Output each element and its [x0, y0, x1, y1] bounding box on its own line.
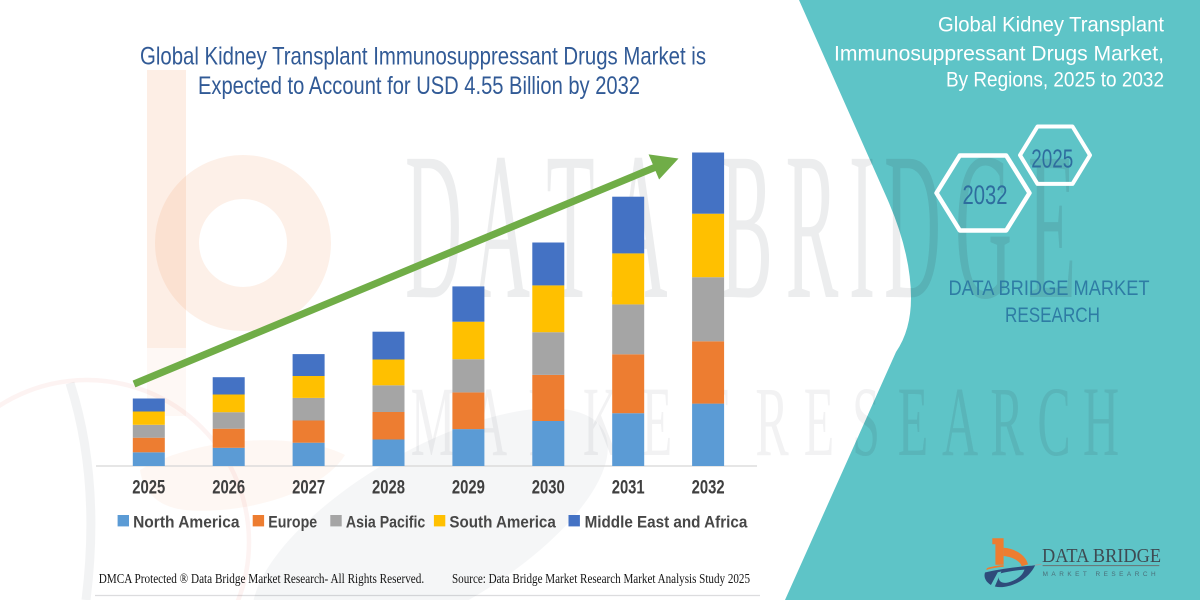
svg-text:2030: 2030: [532, 478, 565, 499]
svg-text:E: E: [1028, 110, 1076, 343]
svg-text:E: E: [804, 368, 835, 478]
svg-text:2029: 2029: [452, 478, 485, 499]
svg-text:Global Kidney Transplant Immun: Global Kidney Transplant Immunosuppressa…: [140, 43, 706, 71]
svg-text:R: R: [990, 368, 1024, 478]
svg-text:A: A: [942, 368, 978, 478]
svg-text:2025: 2025: [1031, 144, 1073, 174]
svg-text:2032: 2032: [692, 478, 725, 499]
svg-text:Global Kidney Transplant: Global Kidney Transplant: [938, 14, 1164, 37]
svg-text:C: C: [1037, 368, 1070, 478]
svg-text:R: R: [786, 110, 839, 343]
svg-text:By Regions, 2025 to 2032: By Regions, 2025 to 2032: [946, 69, 1164, 92]
svg-text:Immunosuppressant Drugs Market: Immunosuppressant Drugs Market,: [834, 43, 1164, 66]
svg-text:South America: South America: [449, 512, 556, 531]
svg-text:M: M: [411, 368, 455, 478]
svg-text:2031: 2031: [612, 478, 645, 499]
svg-text:Europe: Europe: [268, 512, 317, 531]
svg-text:E: E: [642, 368, 673, 478]
svg-text:A: A: [942, 368, 978, 478]
svg-text:2025: 2025: [132, 478, 165, 499]
svg-text:2032: 2032: [963, 180, 1008, 210]
svg-text:H: H: [1083, 368, 1119, 478]
svg-text:R: R: [755, 368, 789, 478]
svg-text:2026: 2026: [212, 478, 245, 499]
svg-text:E: E: [898, 368, 929, 478]
svg-text:C: C: [1037, 368, 1070, 478]
svg-text:H: H: [1083, 368, 1119, 478]
svg-text:RESEARCH: RESEARCH: [1005, 304, 1100, 327]
svg-text:2028: 2028: [372, 478, 405, 499]
svg-text:R: R: [990, 368, 1024, 478]
svg-text:Source: Data Bridge Market Res: Source: Data Bridge Market Research Mark…: [452, 571, 750, 586]
svg-text:DATA BRIDGE: DATA BRIDGE: [1042, 545, 1161, 567]
svg-text:Middle East and Africa: Middle East and Africa: [585, 512, 748, 531]
svg-text:MARKET RESEARCH: MARKET RESEARCH: [1043, 571, 1156, 578]
svg-text:D: D: [884, 110, 941, 343]
svg-text:G: G: [955, 110, 1012, 343]
svg-text:E: E: [898, 368, 929, 478]
svg-text:DATA BRIDGE MARKET: DATA BRIDGE MARKET: [949, 277, 1150, 300]
svg-text:North America: North America: [133, 512, 240, 531]
svg-text:I: I: [849, 110, 875, 343]
svg-text:DMCA Protected ® Data Bridge M: DMCA Protected ® Data Bridge Market Rese…: [99, 571, 425, 586]
svg-text:Asia Pacific: Asia Pacific: [346, 512, 425, 531]
svg-text:Expected to Account for USD 4.: Expected to Account for USD 4.55 Billion…: [198, 72, 640, 100]
svg-text:S: S: [852, 368, 880, 478]
svg-text:B: B: [720, 110, 773, 343]
svg-text:G: G: [955, 110, 1012, 343]
svg-text:2027: 2027: [292, 478, 325, 499]
